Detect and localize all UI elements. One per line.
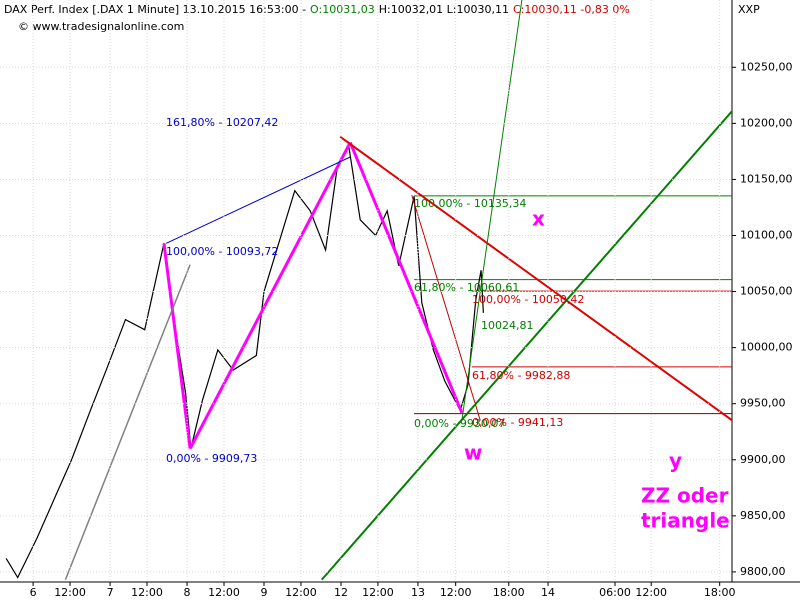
x-tick-label: 06:00 [599, 586, 631, 599]
header-text: O:10031,03 [310, 3, 375, 16]
annotation: y [669, 449, 682, 473]
annotation: ZZ oder [641, 484, 729, 508]
y-tick-label: 9800,00 [740, 565, 786, 578]
annotation: triangle [641, 509, 730, 533]
x-tick-label: 18:00 [493, 586, 525, 599]
y-tick-label: 9950,00 [740, 397, 786, 410]
header-text: DAX Perf. Index [.DAX 1 Minute] 13.10.20… [4, 3, 306, 16]
source: © www.tradesignalonline.com [18, 20, 184, 33]
annotation: x [532, 207, 545, 231]
y-tick-label: 10200,00 [740, 116, 793, 129]
y-tick-label: 9850,00 [740, 509, 786, 522]
trend-line [348, 141, 464, 414]
x-tick-label: 9 [261, 586, 268, 599]
y-tick-label: 10250,00 [740, 60, 793, 73]
y-tick-label: 10000,00 [740, 341, 793, 354]
annotation: 10024,81 [481, 319, 534, 332]
trend-line [320, 109, 732, 581]
header-text: H:10032,01 L:10030,11 [379, 3, 509, 16]
annotation: 0,00% - 9941,13 [472, 416, 563, 429]
annotation: 100,00% - 10093,72 [166, 245, 278, 258]
y-tick-label: 10150,00 [740, 172, 793, 185]
trend-line [64, 264, 191, 581]
annotation: 0,00% - 9909,73 [166, 452, 257, 465]
trend-line [339, 135, 732, 422]
annotation: 61,80% - 10060,61 [414, 281, 519, 294]
annotation: 100,00% - 10050,42 [472, 293, 584, 306]
x-tick-label: 14 [541, 586, 555, 599]
trend-line [461, 0, 523, 421]
annotation: 161,80% - 10207,42 [166, 116, 278, 129]
x-tick-label: 18:00 [704, 586, 736, 599]
x-tick-label: 12:00 [131, 586, 163, 599]
x-tick-label: 12 [334, 586, 348, 599]
x-tick-label: 12:00 [54, 586, 86, 599]
plot-area [5, 0, 732, 581]
x-tick-label: 13 [411, 586, 425, 599]
x-tick-label: 12:00 [285, 586, 317, 599]
trend-line [166, 156, 351, 244]
x-tick-label: 7 [107, 586, 114, 599]
header-text: C:10030,11 -0,83 0% [513, 3, 630, 16]
annotation: w [464, 441, 482, 465]
trend-line [411, 194, 481, 421]
symbol: XXP [738, 3, 760, 16]
x-tick-label: 12:00 [362, 586, 394, 599]
trend-line [188, 141, 352, 450]
x-tick-label: 6 [30, 586, 37, 599]
y-tick-label: 10050,00 [740, 285, 793, 298]
trend-line [162, 243, 192, 449]
annotation: 100,00% - 10135,34 [414, 197, 526, 210]
price-line [5, 143, 484, 579]
x-tick-label: 12:00 [635, 586, 667, 599]
x-tick-label: 12:00 [208, 586, 240, 599]
y-tick-label: 9900,00 [740, 453, 786, 466]
annotation: 61,80% - 9982,88 [472, 369, 570, 382]
x-tick-label: 8 [184, 586, 191, 599]
annotation: 0,00% - 9930,07 [414, 417, 505, 430]
y-tick-label: 10100,00 [740, 228, 793, 241]
x-tick-label: 12:00 [440, 586, 472, 599]
